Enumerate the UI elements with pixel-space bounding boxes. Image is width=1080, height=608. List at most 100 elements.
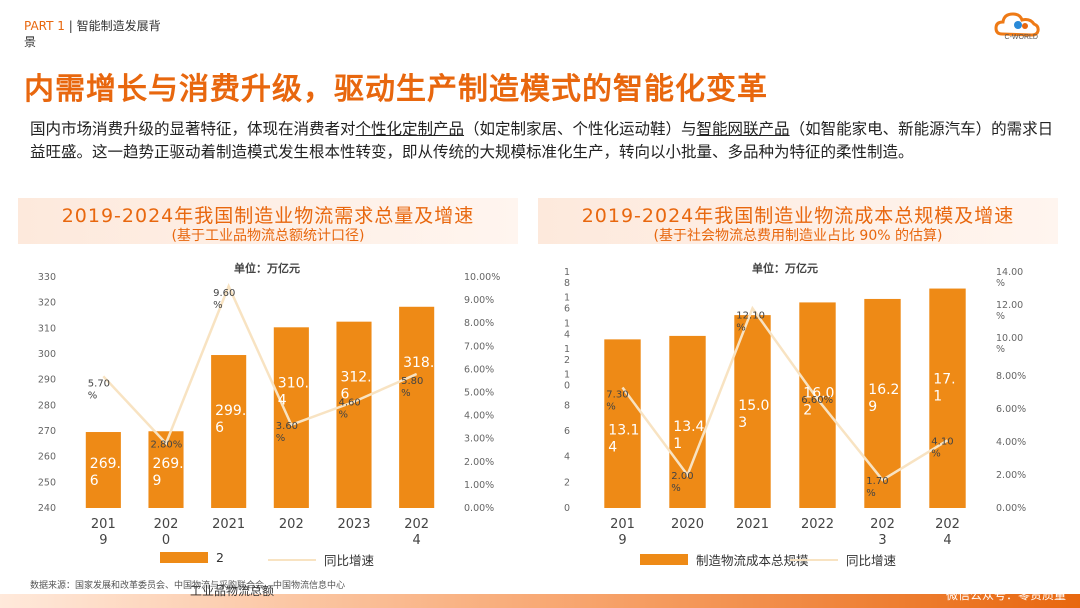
left-legend-overlap: 工业品物流总额 [190,584,275,598]
right-legend-line: 同比增速 [790,550,896,569]
cloud-logo-icon [994,12,1040,37]
y2-tick-label: 5.00% [464,388,494,399]
y2-tick-label: 12.00% [996,300,1023,322]
y2-tick-label: 14.00% [996,267,1023,289]
left-chart-title: 2019-2024年我国制造业物流需求总量及增速 [61,205,475,227]
y2-tick-label: 6.00% [464,364,494,375]
right-chart-subtitle: (基于社会物流总费用制造业占比 90% 的估算) [653,228,943,244]
y-tick-label: 270 [38,426,56,437]
x-tick-label: 202 4 [404,517,429,548]
bar [669,335,706,508]
y2-tick-label: 6.00% [996,404,1026,415]
x-tick-label: 2021 [212,517,245,532]
legend-line-swatch [268,558,316,561]
legend-line-swatch [790,558,838,561]
growth-value-label: 4.10% [931,436,953,459]
left-chart: 240 250 260 270 280 290 300 310 320 330 0.00% 1.00%… [38,272,500,548]
x-tick-label: 2021 [736,517,769,532]
y-tick-label: 4 [564,452,570,463]
bar [273,327,309,508]
bar-value-label: 13.1 4 [608,422,639,455]
y2-tick-label: 2.00% [996,470,1026,481]
watermark: 微信公众号：零贤质量 [945,588,1066,602]
y2-tick-label: 10.00% [464,272,500,283]
growth-value-label: 6.60% [801,395,833,406]
y-tick-label: 310 [38,323,56,334]
growth-value-label: 4.60% [338,398,360,421]
legend-bar-label: 制造物流成本总规模 [696,553,809,568]
y-tick-label: 290 [38,375,56,386]
intro-paragraph: 国内市场消费升级的显著特征，体现在消费者对个性化定制产品（如定制家居、个性化运动… [30,120,1054,161]
right-unit-label: 单位：万亿元 [752,262,818,275]
legend-bar-swatch [160,552,208,563]
bar-value-label: 310. 4 [278,375,309,408]
bar [734,315,771,508]
y-tick-label: 2 [564,477,570,488]
growth-value-label: 9.60% [213,288,235,311]
x-tick-label: 202 4 [935,517,960,548]
left-legend-bar: 2 [160,550,224,565]
right-chart-title: 2019-2024年我国制造业物流成本总规模及增速 [581,205,1015,227]
y2-tick-label: 8.00% [996,371,1026,382]
growth-value-label: 7.30% [606,390,628,413]
legend-bar-label: 2 [216,550,224,565]
left-legend-line: 同比增速 [268,550,374,569]
left-unit-label: 单位：万亿元 [234,262,300,275]
y-tick-label: 330 [38,272,56,283]
page-headline: 内需增长与消费升级，驱动生产制造模式的智能化变革 [24,72,768,107]
bar-value-label: 16.0 2 [803,385,834,418]
bar-value-label: 17. 1 [933,372,955,405]
bar-value-label: 318.4 [403,355,443,371]
growth-value-label: 2.80% [150,439,182,450]
logo-text: C-WORLD [1004,34,1038,41]
y2-tick-label: 0.00% [464,503,494,514]
x-tick-label: 2020 [671,517,704,532]
section-title: 智能制造发展背 [76,19,161,33]
section-title-cont: 景 [24,35,37,49]
part-label: PART 1 [24,19,65,33]
bar [85,432,121,508]
bar-value-label: 13.4 1 [673,419,704,452]
legend-line-label: 同比增速 [846,553,897,568]
bar [399,306,435,508]
bar-value-label: 16.2 9 [868,382,899,415]
y2-tick-label: 3.00% [464,434,494,445]
y-tick-label: 300 [38,349,56,360]
y-tick-label: 6 [564,426,570,437]
growth-value-label: 5.70% [88,378,110,401]
y-tick-label: 240 [38,503,56,514]
y-tick-label: 280 [38,400,56,411]
section-label: PART 1 | 智能制造发展背 景 [24,19,161,49]
left-chart-subtitle: (基于工业品物流总额统计口径) [171,228,365,244]
y2-tick-label: 10.00% [996,333,1023,355]
y-tick-label: 0 [564,503,570,514]
y2-tick-label: 2.00% [464,457,494,468]
x-tick-label: 201 9 [610,517,635,548]
bar-value-label: 269. 6 [90,456,121,489]
bar [799,302,836,508]
y-tick-label: 8 [564,400,570,411]
bar-value-label: 269. 9 [152,456,183,489]
y-tick-label: 320 [38,298,56,309]
y-tick-label: 250 [38,477,56,488]
y2-tick-label: 4.00% [464,411,494,422]
y2-tick-label: 8.00% [464,318,494,329]
y2-tick-label: 0.00% [996,503,1026,514]
bar [604,339,641,508]
growth-value-label: 5.80% [401,376,423,399]
bar [336,321,372,508]
bar-value-label: 299. 6 [215,403,246,436]
bar-value-label: 312. 6 [340,370,371,403]
growth-value-label: 1.70% [866,476,888,499]
y-tick-label: 260 [38,452,56,463]
y2-tick-label: 9.00% [464,295,494,306]
left-title-band [18,198,518,244]
y2-tick-label: 7.00% [464,341,494,352]
growth-value-label: 3.60% [276,421,298,444]
